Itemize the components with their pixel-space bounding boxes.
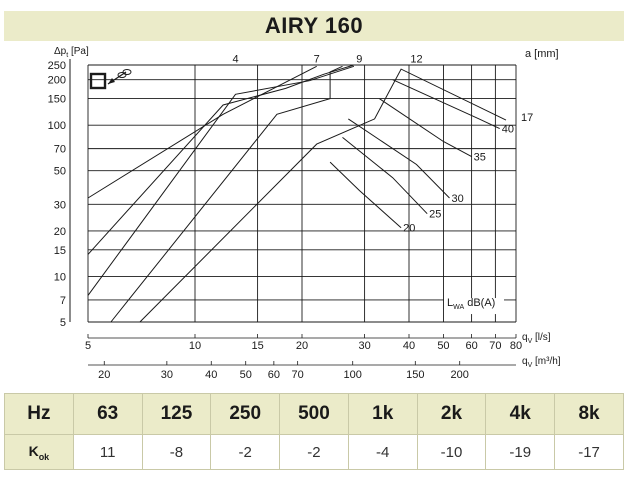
band-cell: 2k [416, 393, 487, 435]
damper-arrow-loop-icon [122, 69, 132, 75]
kok-value: 11 [72, 434, 143, 470]
band-cell: 8k [554, 393, 624, 435]
kok-value: -19 [485, 434, 556, 470]
band-cell: 500 [279, 393, 349, 435]
band-cell: 250 [210, 393, 281, 435]
x-tick-label-ls: 10 [189, 340, 201, 352]
y-tick-label: 7 [60, 295, 66, 307]
sound-curve-label: 25 [429, 209, 441, 221]
frequency-row: Hz 63 125 250 500 1k 2k 4k 8k [4, 393, 624, 435]
kok-value: -2 [210, 434, 281, 470]
chart-title: AIRY 160 [264, 13, 364, 38]
x-tick-label-m3h: 40 [205, 369, 217, 381]
band-cell: 4k [485, 393, 556, 435]
correction-row: Kok 11 -8 -2 -2 -4 -10 -19 -17 [4, 434, 624, 470]
x-tick-label-m3h: 60 [268, 369, 280, 381]
y-tick-label: 10 [54, 271, 66, 283]
x-axis-ls-label: qV [l/s] [522, 332, 551, 345]
y-tick-label: 5 [60, 317, 66, 329]
x-tick-label-ls: 30 [358, 340, 370, 352]
damper-axis-label: a [mm] [525, 48, 559, 60]
band-cell: 125 [141, 393, 212, 435]
y-tick-label: 150 [48, 94, 66, 106]
y-tick-label: 250 [48, 60, 66, 72]
damper-curve-line [139, 68, 507, 323]
kok-value: -17 [554, 434, 624, 470]
kok-value: -4 [347, 434, 418, 470]
x-tick-label-m3h: 200 [451, 369, 469, 381]
sound-curve-label: 30 [452, 193, 464, 205]
x-tick-label-ls: 20 [296, 340, 308, 352]
y-tick-label: 70 [54, 144, 66, 156]
x-tick-label-m3h: 100 [344, 369, 362, 381]
x-axis-m3h-label: qV [m³/h] [522, 356, 561, 369]
damper-curve-line [110, 65, 343, 323]
x-tick-label-ls: 15 [251, 340, 263, 352]
octave-correction-table: Hz 63 125 250 500 1k 2k 4k 8k Kok 11 -8 … [4, 393, 624, 470]
sound-curve-line [392, 79, 500, 130]
x-tick-label-m3h: 70 [292, 369, 304, 381]
kok-value: -2 [279, 434, 349, 470]
sound-curve-line [379, 98, 472, 158]
x-tick-label-ls: 50 [437, 340, 449, 352]
sound-curve-label: 20 [403, 223, 415, 235]
damper-symbol-icon [89, 72, 107, 90]
kok-main: K [28, 442, 39, 459]
damper-curve-line [87, 64, 355, 255]
series-label: LWA dB(A) [447, 297, 495, 311]
damper-curve-label: 9 [356, 53, 362, 65]
y-tick-label: 100 [48, 120, 66, 132]
band-cell: 63 [72, 393, 143, 435]
y-tick-label: 50 [54, 166, 66, 178]
sound-curve-label: 35 [474, 152, 486, 164]
y-tick-label: 15 [54, 245, 66, 257]
damper-curve-label: 12 [410, 53, 422, 65]
y-tick-label: 20 [54, 226, 66, 238]
x-tick-label-m3h: 30 [161, 369, 173, 381]
kok-value: -10 [416, 434, 487, 470]
x-tick-label-ls: 5 [85, 340, 91, 352]
damper-curve-label: 17 [521, 112, 533, 124]
sound-curve-line [348, 118, 450, 199]
x-tick-label-m3h: 20 [98, 369, 110, 381]
damper-curve-line [87, 65, 317, 199]
sound-curve-line [329, 161, 402, 229]
x-tick-label-ls: 80 [510, 340, 522, 352]
x-tick-label-m3h: 150 [406, 369, 424, 381]
x-tick-label-ls: 70 [489, 340, 501, 352]
y-axis-label: Δpt [Pa] [54, 46, 89, 59]
sound-curve-label: 40 [502, 124, 514, 136]
series-label-bg [444, 298, 504, 315]
chart-title-bar: AIRY 160 [4, 11, 624, 41]
damper-arrowhead-icon [108, 78, 115, 84]
x-tick-label-m3h: 50 [240, 369, 252, 381]
damper-curve-label: 4 [232, 53, 238, 65]
damper-arrow-loop-icon [117, 72, 127, 78]
hz-header: Hz [4, 393, 74, 435]
damper-curve-line [87, 65, 355, 296]
kok-sub: ok [38, 451, 50, 462]
band-cell: 1k [347, 393, 418, 435]
damper-curve-label: 7 [314, 53, 320, 65]
kok-value: -8 [141, 434, 212, 470]
sound-curve-line [342, 137, 428, 215]
y-tick-label: 200 [48, 75, 66, 87]
x-tick-label-ls: 40 [403, 340, 415, 352]
x-tick-label-ls: 60 [465, 340, 477, 352]
kok-header: Kok [4, 434, 74, 470]
y-tick-label: 30 [54, 199, 66, 211]
